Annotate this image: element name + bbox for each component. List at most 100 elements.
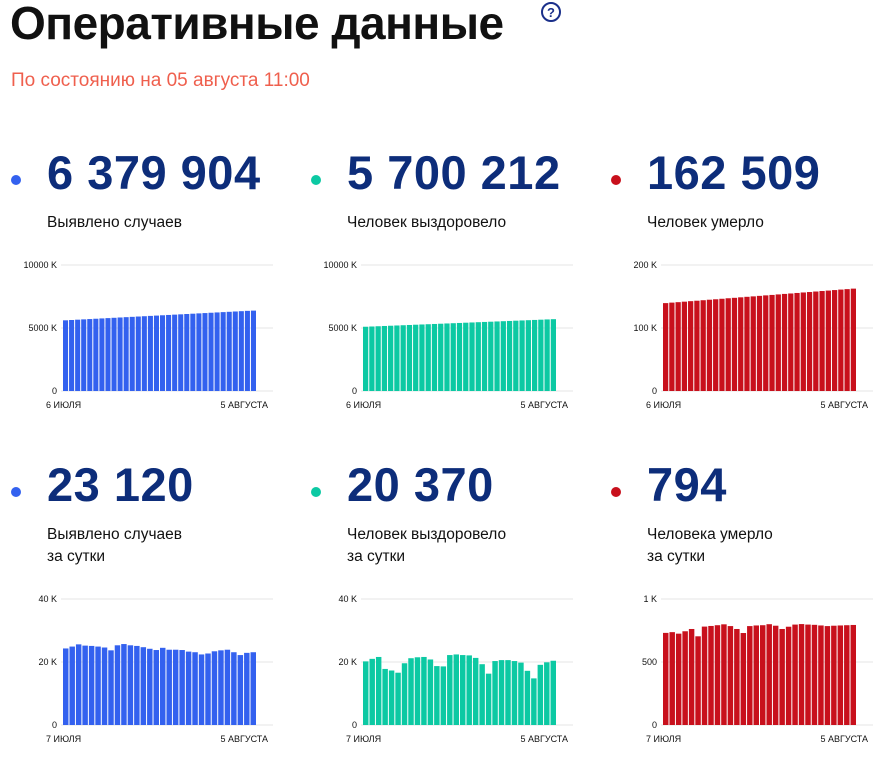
chart-bar xyxy=(172,649,179,725)
chart-bar xyxy=(375,326,381,391)
chart-bar xyxy=(531,678,537,725)
chart-bar xyxy=(518,662,524,725)
chart-bar xyxy=(202,313,208,391)
chart-bar xyxy=(250,652,256,725)
chart-bar xyxy=(760,625,766,725)
chart-bar xyxy=(731,297,738,391)
chart-bar xyxy=(114,645,121,725)
chart-bar xyxy=(695,636,701,725)
chart-bar xyxy=(369,658,375,725)
chart-bar xyxy=(134,645,140,725)
chart-bar xyxy=(82,645,88,725)
chart-bar xyxy=(414,657,421,725)
series-dot-icon xyxy=(311,487,321,497)
chart-bar xyxy=(811,624,818,725)
chart-bar xyxy=(819,291,825,391)
chart-bar xyxy=(388,670,395,725)
chart-bar xyxy=(513,320,519,391)
chart-bar xyxy=(95,646,101,725)
chart-bar xyxy=(408,658,414,725)
x-end-label: 5 АВГУСТА xyxy=(220,734,268,744)
chart-bar xyxy=(675,302,681,391)
chart-bar xyxy=(806,292,813,391)
chart-bar xyxy=(772,625,779,725)
chart-bar xyxy=(211,651,218,725)
chart-bar xyxy=(153,315,159,391)
chart-bar xyxy=(140,647,147,725)
chart-bar xyxy=(438,323,444,391)
chart-bar xyxy=(413,324,419,391)
chart-bar xyxy=(135,316,141,391)
x-end-label: 5 АВГУСТА xyxy=(220,400,268,410)
chart-bar xyxy=(63,648,69,725)
chart-bar xyxy=(214,312,220,391)
chart-total-recovered: 0 5000 K 10000 K 6 ИЮЛЯ 5 АВГУСТА xyxy=(311,255,581,415)
chart-bar xyxy=(244,310,250,391)
chart-bar xyxy=(431,323,438,391)
chart-daily-deaths: 0 500 1 K 7 ИЮЛЯ 5 АВГУСТА xyxy=(611,589,881,749)
y-tick-label: 200 K xyxy=(633,260,657,270)
x-end-label: 5 АВГУСТА xyxy=(520,400,568,410)
stat-label: Человека умерло xyxy=(647,526,773,543)
x-start-label: 7 ИЮЛЯ xyxy=(346,734,381,744)
chart-bar xyxy=(172,314,178,391)
chart-bar xyxy=(460,655,466,725)
chart-bar xyxy=(844,289,850,391)
chart-bar xyxy=(682,631,688,725)
y-tick-label: 0 xyxy=(652,386,657,396)
chart-bar xyxy=(550,319,556,391)
chart-bar xyxy=(719,298,725,391)
y-tick-label: 5000 K xyxy=(328,323,357,333)
series-dot-icon xyxy=(611,175,621,185)
stat-label-period: за сутки xyxy=(47,548,106,565)
chart-bar xyxy=(779,628,785,725)
chart-bar xyxy=(488,321,494,391)
chart-bar xyxy=(190,313,196,391)
chart-bar xyxy=(160,647,166,725)
chart-bar xyxy=(738,297,744,391)
chart-bar xyxy=(220,312,226,391)
stat-card-daily-cases: 23 120 Выявлено случаев за сутки 0 20 K 40… xyxy=(11,457,281,757)
chart-bar xyxy=(756,295,763,391)
stat-value: 23 120 xyxy=(47,458,194,511)
chart-bar xyxy=(450,323,456,391)
chart-bar xyxy=(88,645,95,725)
stat-label: Человек умерло xyxy=(647,214,764,231)
chart-bar xyxy=(818,625,824,725)
stat-card-total-cases: 6 379 904 Выявлено случаев 0 5000 K 10000 … xyxy=(11,145,281,445)
stat-value: 6 379 904 xyxy=(47,146,261,199)
chart-bar xyxy=(87,319,93,391)
chart-bar xyxy=(769,294,775,391)
chart-bar xyxy=(850,288,856,392)
chart-bar xyxy=(127,645,134,725)
chart-bar xyxy=(713,299,719,391)
x-start-label: 6 ИЮЛЯ xyxy=(46,400,81,410)
chart-bar xyxy=(500,321,506,391)
chart-bar xyxy=(394,325,400,391)
x-end-label: 5 АВГУСТА xyxy=(820,734,868,744)
chart-bar xyxy=(706,299,713,391)
chart-bar xyxy=(506,320,513,391)
chart-bar xyxy=(419,324,425,391)
chart-bar xyxy=(117,317,123,391)
chart-bar xyxy=(93,318,99,391)
chart-bar xyxy=(537,664,544,725)
chart-bar xyxy=(794,292,800,391)
y-tick-label: 10000 K xyxy=(323,260,357,270)
chart-bar xyxy=(198,654,205,725)
stat-card-total-recovered: 5 700 212 Человек выздоровело 0 5000 K 100… xyxy=(311,145,581,445)
y-tick-label: 40 K xyxy=(38,594,57,604)
chart-bar xyxy=(753,625,759,725)
chart-bar xyxy=(792,624,798,725)
y-tick-label: 5000 K xyxy=(28,323,57,333)
chart-bar xyxy=(785,626,792,725)
series-dot-icon xyxy=(611,487,621,497)
help-icon[interactable]: ? xyxy=(541,2,561,22)
chart-bar xyxy=(694,300,700,391)
y-tick-label: 40 K xyxy=(338,594,357,604)
stat-label-period: за сутки xyxy=(347,548,406,565)
chart-bar xyxy=(105,318,111,391)
chart-bar xyxy=(184,314,190,391)
x-end-label: 5 АВГУСТА xyxy=(820,400,868,410)
chart-bar xyxy=(369,326,375,391)
